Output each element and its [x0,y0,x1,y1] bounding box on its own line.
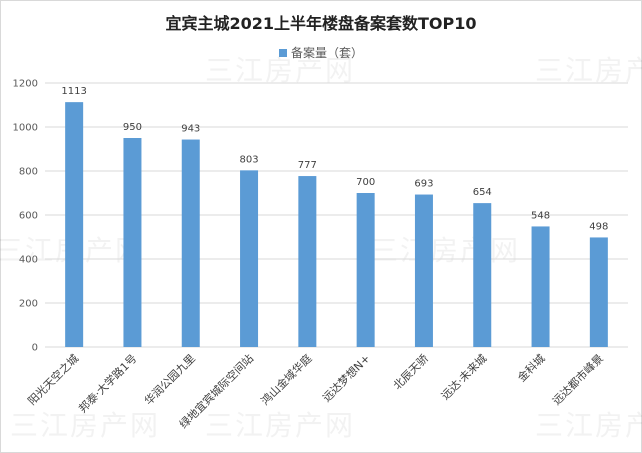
watermark-layer: 三江房产网三江房产网三江房产网三江房产网三江房产网三江房产网三江房产网 [0,54,642,442]
bar-0 [65,102,84,347]
watermark-text-0: 三江房产网 [205,54,355,87]
y-tick-label-0: 0 [32,343,38,354]
gridlines [45,82,628,348]
bar-1 [123,138,142,347]
bar-2 [181,139,200,347]
data-label-0: 1113 [61,86,86,97]
x-category-label-9: 远达都市峰景 [549,351,606,408]
bars [65,102,608,347]
data-label-8: 548 [531,210,550,221]
bar-8 [531,226,550,347]
legend-swatch [278,48,287,57]
data-label-9: 498 [589,221,608,232]
chart-title: 宜宾主城2021上半年楼盘备案套数TOP10 [165,14,477,33]
bar-3 [240,170,259,347]
x-category-label-2: 华润公园九里 [141,351,198,408]
bar-9 [589,237,608,347]
y-tick-label-2: 400 [19,255,38,266]
data-label-1: 950 [123,122,142,133]
chart-legend: 备案量（套） [0,44,642,61]
x-category-label-6: 北辰天骄 [391,352,431,392]
watermark-text-6: 三江房产网 [535,409,642,442]
y-axis-ticks: 0 200 400 600 800 1000 1200 [13,79,38,354]
watermark-text-1: 三江房产网 [535,54,642,87]
data-label-6: 693 [414,179,433,190]
x-category-label-4: 鸿山金域华庭 [258,351,315,408]
data-label-4: 777 [298,160,317,171]
data-label-2: 943 [181,124,200,135]
x-category-label-8: 金科城 [514,351,547,384]
legend-label: 备案量（套） [290,46,363,60]
data-labels: 1113 950 943 803 777 700 693 654 548 498 [61,86,608,232]
x-category-label-1: 邦泰·大学路1号 [76,351,140,415]
x-category-label-5: 远达梦想N+ [319,351,372,404]
bar-4 [298,176,317,347]
bar-6 [414,194,433,347]
bar-5 [356,193,375,347]
data-label-7: 654 [473,187,492,198]
watermark-text-3: 三江房产网 [370,234,520,267]
x-category-label-0: 阳光天空之城 [25,351,82,408]
y-tick-label-4: 800 [19,167,38,178]
x-category-label-7: 远达·未来城 [439,352,490,403]
watermark-text-5: 三江房产网 [205,409,355,442]
data-label-3: 803 [240,154,259,165]
y-tick-label-6: 1200 [13,79,38,90]
watermark-text-4: 三江房产网 [10,409,160,442]
y-tick-label-5: 1000 [13,123,38,134]
y-tick-label-3: 600 [19,211,38,222]
y-tick-label-1: 200 [19,299,38,310]
data-label-5: 700 [356,177,375,188]
bar-7 [473,203,492,347]
